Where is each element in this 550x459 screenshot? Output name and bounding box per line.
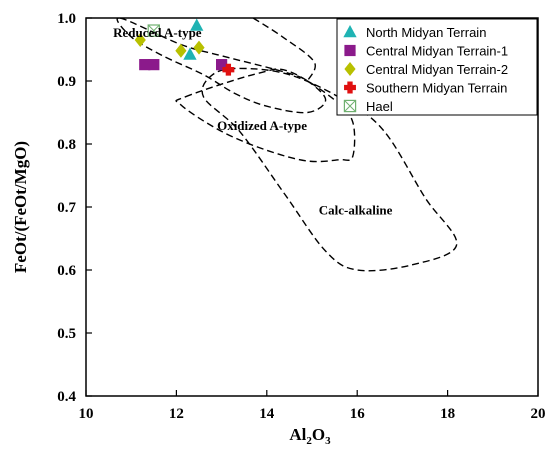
legend: North Midyan Terrain Central Midyan Terra… xyxy=(336,18,538,116)
legend-marker-hael xyxy=(343,99,357,113)
point-central-midyan-terrain-1 xyxy=(148,59,160,71)
legend-box xyxy=(336,18,538,116)
legend-label-hael: Hael xyxy=(366,99,393,114)
y-tick-label: 0.6 xyxy=(57,263,76,279)
legend-marker-southern-midyan-terrain xyxy=(344,81,356,94)
y-tick-label: 0.5 xyxy=(57,326,76,342)
y-tick-label: 0.4 xyxy=(57,389,76,405)
x-axis-title: Al2O3 xyxy=(289,425,331,447)
legend-label-southern-midyan-terrain: Southern Midyan Terrain xyxy=(366,81,507,96)
field-reduced-a-type-boundary xyxy=(116,18,327,114)
point-central-midyan-terrain-1 xyxy=(216,59,228,71)
point-central-midyan-terrain-2 xyxy=(193,40,205,55)
y-tick-label: 0.9 xyxy=(57,74,76,90)
field-label-reduced-a-type: Reduced A-type xyxy=(113,25,202,40)
point-southern-midyan-terrain xyxy=(222,63,235,76)
field-boundaries xyxy=(116,18,458,272)
x-tick-label: 10 xyxy=(79,406,94,422)
point-hael xyxy=(147,24,160,37)
field-calc-alkaline-boundary xyxy=(201,67,458,272)
legend-label-central-midyan-terrain-1: Central Midyan Terrain-1 xyxy=(366,44,508,59)
point-north-midyan-terrain xyxy=(183,47,197,60)
field-label-oxidized-a-type: Oxidized A-type xyxy=(217,118,307,133)
point-central-midyan-terrain-1 xyxy=(139,59,151,71)
point-north-midyan-terrain xyxy=(190,18,204,31)
legend-marker-central-midyan-terrain-2 xyxy=(344,62,356,76)
x-tick-label: 20 xyxy=(531,406,546,422)
axis-ticks: 10 12 14 16 18 20 0.4 0.5 0.6 0.7 0.8 0.9 1.0 xyxy=(57,11,545,422)
x-tick-label: 16 xyxy=(350,406,366,422)
x-tick-label: 12 xyxy=(169,406,184,422)
legend-label-central-midyan-terrain-2: Central Midyan Terrain-2 xyxy=(366,62,508,77)
point-central-midyan-terrain-2 xyxy=(175,43,187,58)
y-tick-label: 0.7 xyxy=(57,200,76,216)
legend-marker-north-midyan-terrain xyxy=(343,25,357,38)
field-label-calc-alkaline: Calc-alkaline xyxy=(319,203,393,218)
point-central-midyan-terrain-2 xyxy=(134,33,146,48)
x-tick-label: 14 xyxy=(259,406,275,422)
y-tick-label: 0.8 xyxy=(57,137,76,153)
y-tick-label: 1.0 xyxy=(57,11,76,27)
legend-label-north-midyan-terrain: North Midyan Terrain xyxy=(366,25,486,40)
field-boundary-extension-boundary xyxy=(252,18,316,82)
field-oxidized-a-type-boundary xyxy=(175,68,356,163)
data-points xyxy=(134,18,235,76)
y-axis-title: FeOt/(FeOt/MgO) xyxy=(11,141,30,273)
x-tick-label: 18 xyxy=(440,406,455,422)
legend-marker-central-midyan-terrain-1 xyxy=(344,44,356,57)
